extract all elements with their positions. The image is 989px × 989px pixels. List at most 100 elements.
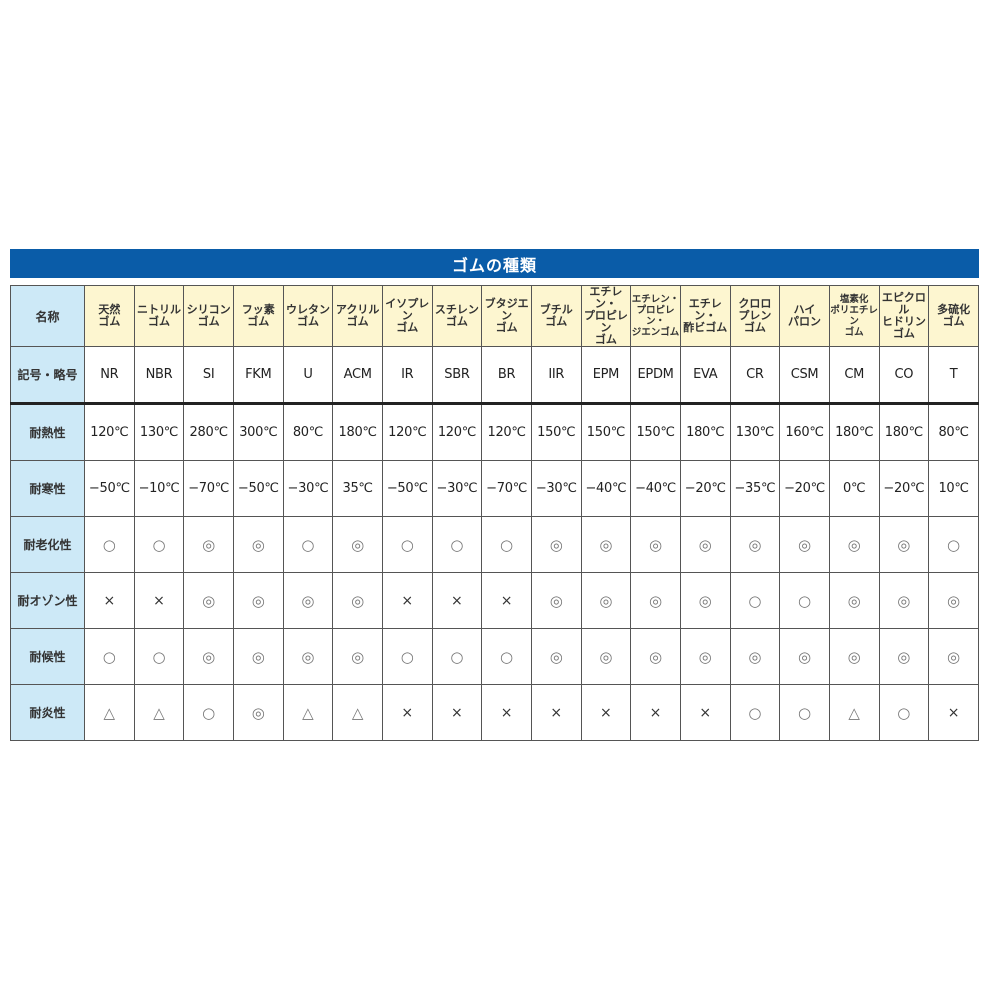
table-cell: 120℃ [381, 402, 433, 461]
table-cell: ◎ [828, 628, 880, 685]
row-label: 耐候性 [10, 628, 85, 685]
table-cell: −70℃ [183, 460, 234, 517]
table-cell: ○ [84, 628, 135, 685]
table-cell: EPM [580, 346, 632, 404]
table-cell: × [381, 684, 433, 741]
rubber-types-table: 名称 天然 ゴム ニトリル ゴム シリコン ゴム フッ素 ゴム ウレタン ゴム アクリル ゴ… [10, 285, 979, 741]
table-cell: × [580, 684, 632, 741]
table-cell: × [84, 572, 135, 629]
table-cell: −50℃ [381, 460, 433, 517]
table-cell: 130℃ [729, 402, 781, 461]
table-cell: ○ [282, 516, 334, 573]
table-cell: EPDM [630, 346, 681, 404]
table-cell: △ [133, 684, 185, 741]
table-cell: −35℃ [729, 460, 781, 517]
table-row: 名称 天然 ゴム ニトリル ゴム シリコン ゴム フッ素 ゴム ウレタン ゴム アクリル ゴ… [10, 285, 979, 347]
table-cell: ◎ [183, 516, 234, 573]
table-cell: −30℃ [431, 460, 483, 517]
table-cell: × [133, 572, 185, 629]
table-cell: ○ [431, 628, 483, 685]
table-cell: NBR [133, 346, 185, 404]
table-cell: SBR [431, 346, 483, 404]
column-header: エチレン・ プロピレン ゴム [580, 285, 632, 347]
table-cell: 0℃ [828, 460, 880, 517]
table-cell: −50℃ [84, 460, 135, 517]
table-cell: × [530, 684, 582, 741]
row-label: 名称 [10, 285, 85, 347]
table-cell: ◎ [183, 572, 234, 629]
table-cell: ○ [779, 572, 830, 629]
table-title: ゴムの種類 [10, 249, 979, 278]
table-cell: ◎ [878, 628, 930, 685]
table-cell: × [928, 684, 979, 741]
table-cell: ◎ [679, 628, 731, 685]
table-cell: 180℃ [332, 402, 383, 461]
table-cell: △ [828, 684, 880, 741]
table-cell: ○ [729, 684, 781, 741]
table-cell: −50℃ [232, 460, 284, 517]
column-header: エピクロル ヒドリン ゴム [878, 285, 930, 347]
table-cell: × [679, 684, 731, 741]
table-cell: ACM [332, 346, 383, 404]
table-cell: ◎ [878, 516, 930, 573]
table-cell: 120℃ [481, 402, 532, 461]
column-header: スチレン ゴム [431, 285, 483, 347]
table-cell: NR [84, 346, 135, 404]
table-row: 耐寒性 −50℃ −10℃ −70℃ −50℃ −30℃ 35℃ −50℃ −30℃ −70℃ −3… [10, 460, 979, 517]
table-cell: ◎ [779, 628, 830, 685]
column-header: ブタジエン ゴム [481, 285, 532, 347]
table-cell: −20℃ [779, 460, 830, 517]
table-cell: ◎ [580, 628, 632, 685]
table-cell: ◎ [729, 628, 781, 685]
row-label: 耐老化性 [10, 516, 85, 573]
table-cell: ○ [381, 516, 433, 573]
table-cell: 160℃ [779, 402, 830, 461]
table-cell: ◎ [630, 572, 681, 629]
table-cell: CO [878, 346, 930, 404]
table-cell: 180℃ [878, 402, 930, 461]
table-cell: 10℃ [928, 460, 979, 517]
table-cell: 35℃ [332, 460, 383, 517]
column-header: フッ素 ゴム [232, 285, 284, 347]
table-cell: ○ [729, 572, 781, 629]
table-cell: 80℃ [282, 402, 334, 461]
table-cell: ◎ [779, 516, 830, 573]
table-cell: ◎ [580, 572, 632, 629]
table-cell: ◎ [232, 572, 284, 629]
table-cell: ○ [779, 684, 830, 741]
column-header: ウレタン ゴム [282, 285, 334, 347]
table-cell: × [431, 684, 483, 741]
table-cell: ◎ [928, 572, 979, 629]
table-cell: ○ [481, 516, 532, 573]
column-header: 塩素化 ポリエチレン ゴム [828, 285, 880, 347]
table-cell: IR [381, 346, 433, 404]
table-row: 耐炎性 △ △ ○ ◎ △ △ × × × × × × × ○ ○ △ ○ × [10, 684, 979, 741]
table-cell: △ [282, 684, 334, 741]
table-cell: × [481, 572, 532, 629]
row-label: 耐熱性 [10, 402, 85, 461]
table-cell: BR [481, 346, 532, 404]
column-header: ニトリル ゴム [133, 285, 185, 347]
table-cell: CM [828, 346, 880, 404]
table-cell: −20℃ [679, 460, 731, 517]
table-row: 記号・略号 NR NBR SI FKM U ACM IR SBR BR IIR EPM EPDM EVA C… [10, 346, 979, 404]
table-cell: U [282, 346, 334, 404]
table-cell: ○ [431, 516, 483, 573]
table-cell: ◎ [679, 516, 731, 573]
table-cell: 300℃ [232, 402, 284, 461]
table-cell: −10℃ [133, 460, 185, 517]
table-cell: 120℃ [84, 402, 135, 461]
table-cell: ◎ [530, 516, 582, 573]
row-label: 耐寒性 [10, 460, 85, 517]
table-cell: 150℃ [530, 402, 582, 461]
table-cell: ○ [84, 516, 135, 573]
table-cell: ◎ [530, 572, 582, 629]
table-cell: 180℃ [679, 402, 731, 461]
table-cell: CSM [779, 346, 830, 404]
table-cell: ○ [878, 684, 930, 741]
table-cell: ◎ [630, 628, 681, 685]
table-cell: IIR [530, 346, 582, 404]
table-cell: ◎ [928, 628, 979, 685]
table-cell: ◎ [332, 572, 383, 629]
table-cell: ○ [481, 628, 532, 685]
